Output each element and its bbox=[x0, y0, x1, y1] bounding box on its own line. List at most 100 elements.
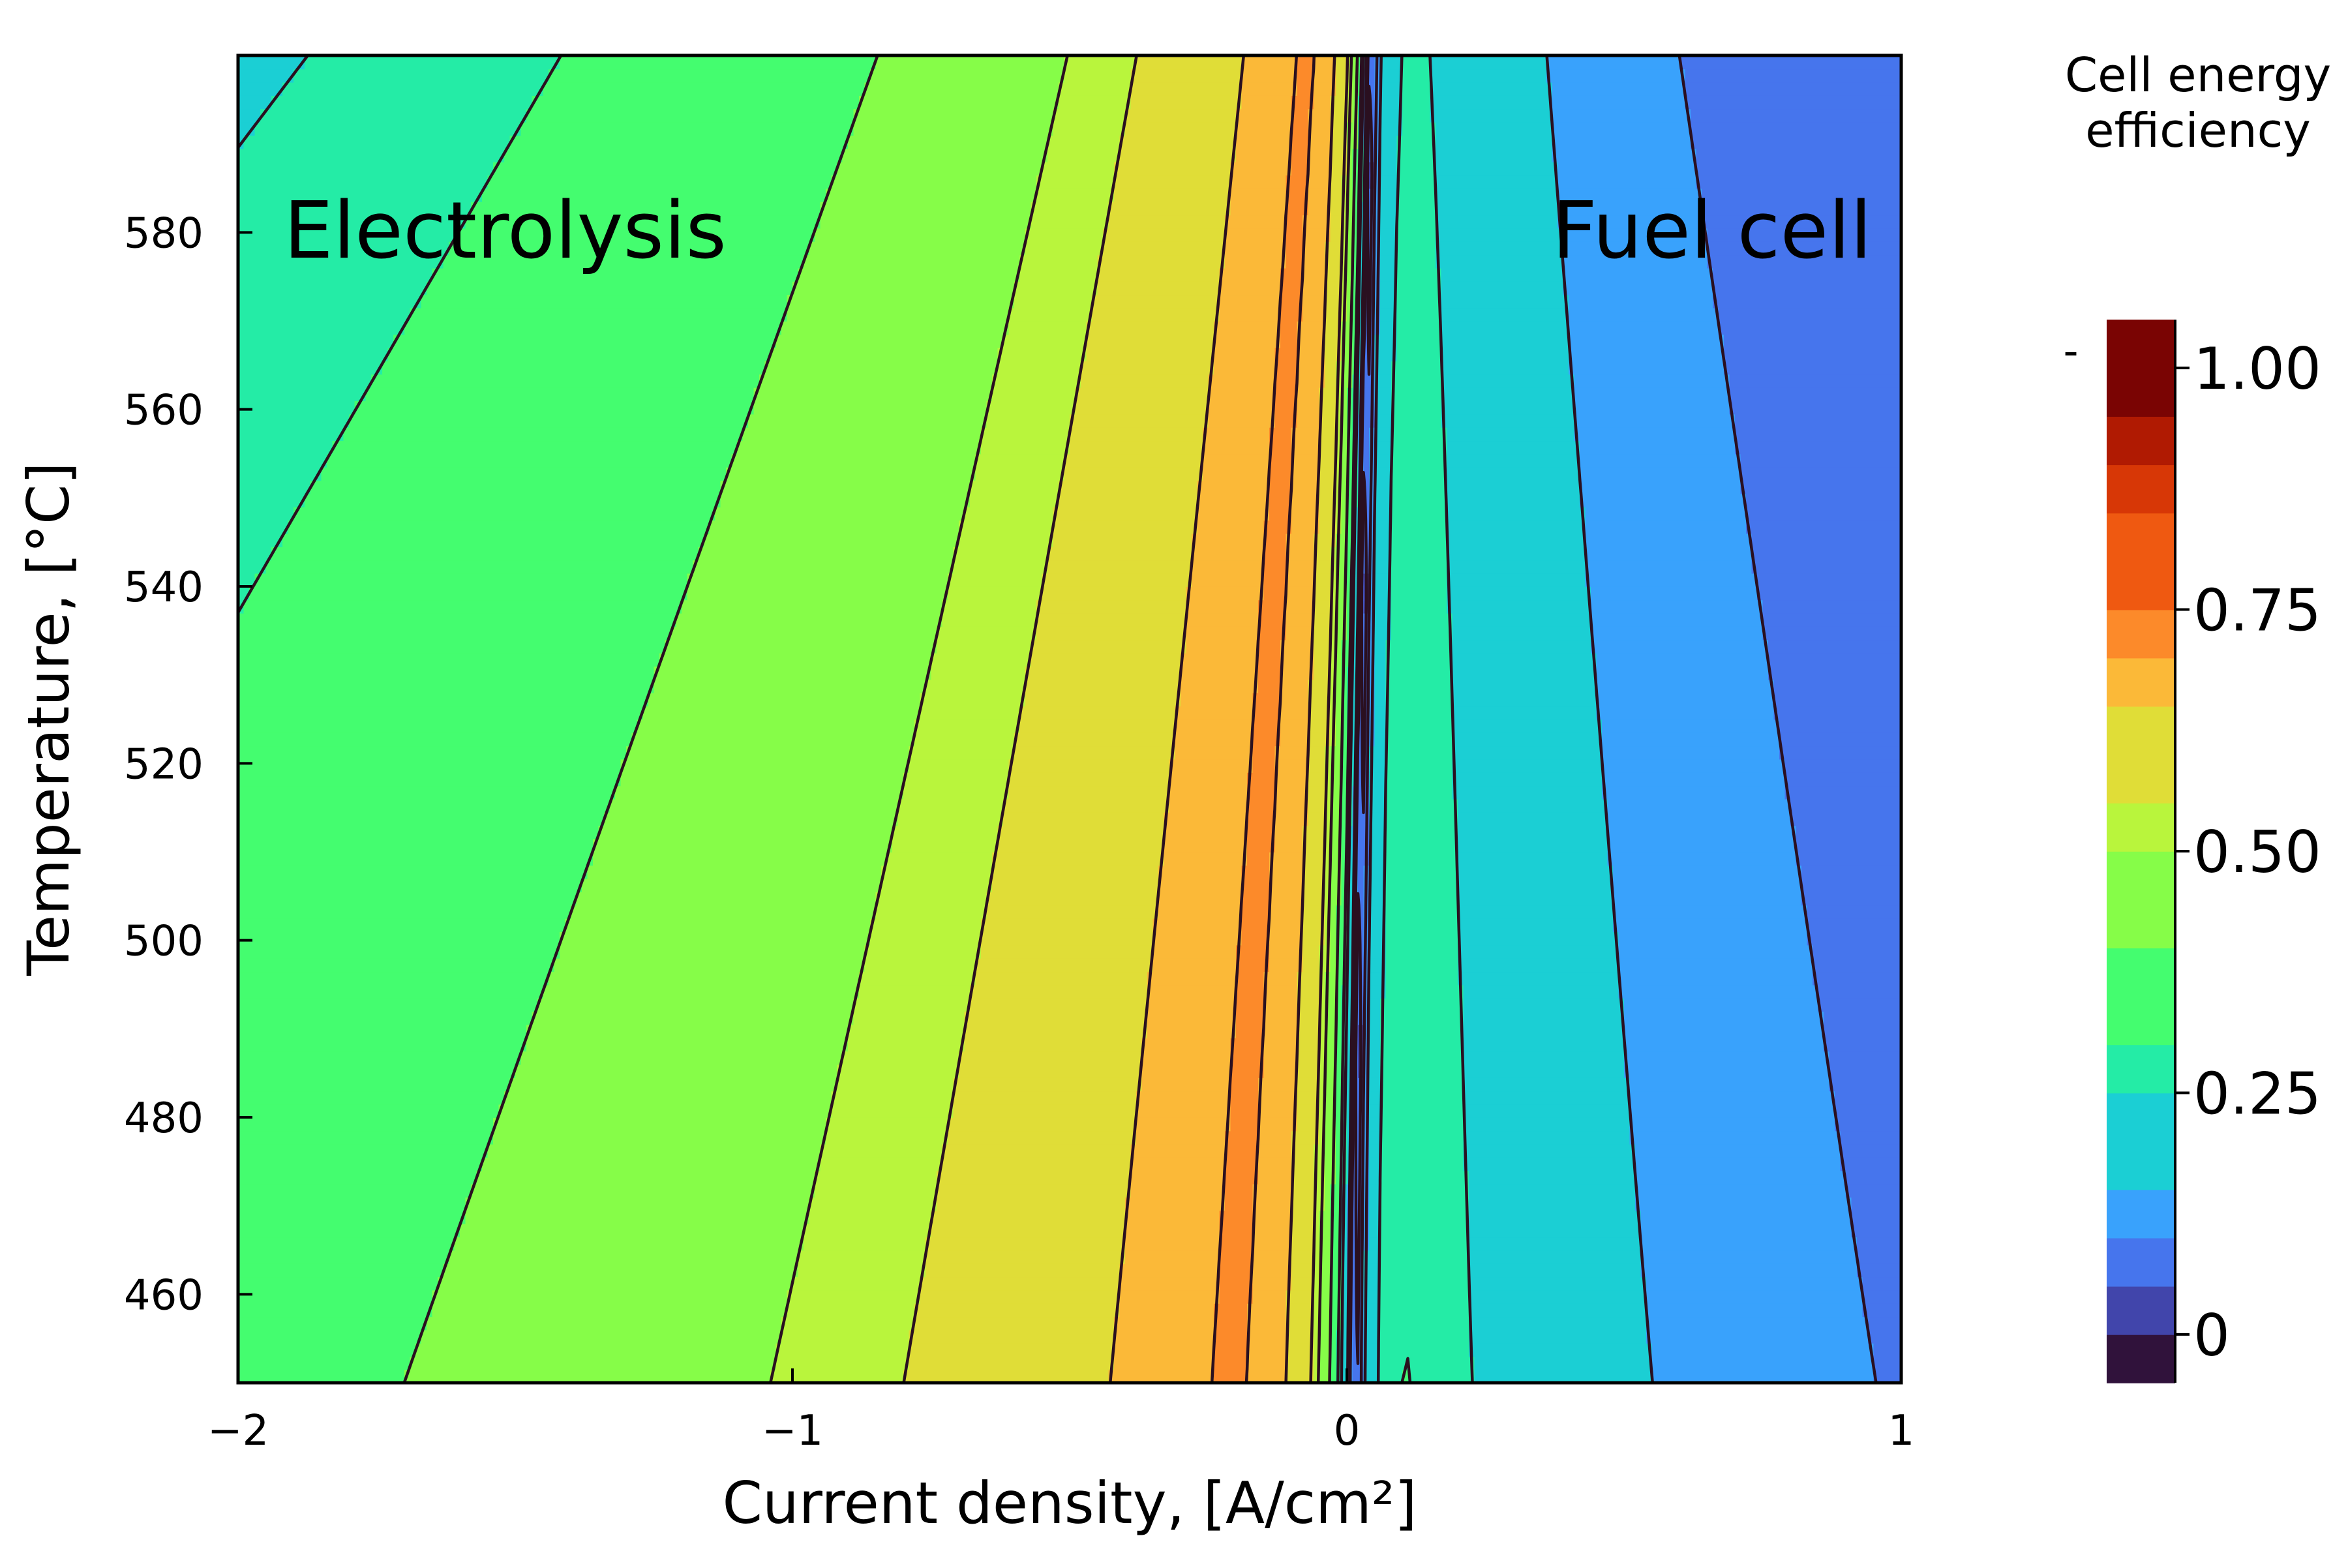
field-cell bbox=[1463, 1037, 1625, 1052]
field-cell bbox=[1203, 466, 1270, 481]
field-cell bbox=[1363, 984, 1370, 999]
field-cell bbox=[1114, 1316, 1214, 1331]
field-cell bbox=[964, 506, 1054, 521]
field-cell bbox=[1452, 639, 1591, 654]
field-cell bbox=[631, 732, 915, 747]
field-cell bbox=[1297, 1091, 1320, 1105]
field-cell bbox=[1436, 148, 1553, 162]
field-cell bbox=[1341, 852, 1347, 866]
field-cell bbox=[1125, 1197, 1226, 1211]
field-cell bbox=[1391, 520, 1447, 534]
field-cell bbox=[254, 573, 688, 587]
field-cell bbox=[465, 215, 821, 229]
field-cell bbox=[1314, 546, 1331, 561]
field-cell bbox=[1330, 1329, 1336, 1344]
field-cell bbox=[1447, 427, 1575, 442]
field-cell bbox=[1868, 1329, 1901, 1344]
field-cell bbox=[1352, 280, 1359, 295]
field-cell bbox=[1197, 506, 1270, 521]
field-cell bbox=[1241, 68, 1298, 83]
field-cell bbox=[804, 1223, 932, 1238]
field-cell bbox=[1452, 652, 1597, 667]
field-cell bbox=[1291, 440, 1320, 455]
field-cell bbox=[648, 692, 921, 707]
field-cell bbox=[1396, 254, 1436, 269]
field-cell bbox=[1314, 68, 1336, 83]
field-cell bbox=[1247, 785, 1276, 800]
field-cell bbox=[1269, 427, 1292, 442]
field-cell bbox=[1258, 1130, 1292, 1145]
field-cell bbox=[238, 892, 577, 906]
field-cell bbox=[1369, 1011, 1381, 1025]
field-cell bbox=[1380, 175, 1398, 189]
field-cell bbox=[1640, 1223, 1852, 1238]
field-cell bbox=[1302, 892, 1325, 906]
field-cell bbox=[1385, 892, 1458, 906]
field-cell bbox=[1813, 944, 1901, 959]
field-cell bbox=[1347, 175, 1353, 189]
field-cell bbox=[1352, 652, 1359, 667]
field-cell bbox=[238, 533, 283, 547]
field-cell bbox=[1347, 480, 1353, 494]
field-cell bbox=[1452, 772, 1603, 787]
field-cell bbox=[509, 1077, 837, 1092]
field-cell bbox=[1369, 546, 1376, 561]
field-cell bbox=[1336, 1077, 1342, 1092]
field-cell bbox=[1441, 400, 1575, 415]
field-cell bbox=[1147, 1011, 1237, 1025]
field-cell bbox=[1396, 294, 1442, 309]
field-cell bbox=[1607, 811, 1791, 826]
field-cell bbox=[926, 1250, 1126, 1264]
field-cell bbox=[1269, 905, 1303, 919]
field-cell bbox=[609, 798, 899, 813]
field-cell bbox=[1125, 1210, 1220, 1224]
field-cell bbox=[1374, 374, 1392, 388]
field-cell bbox=[1347, 520, 1353, 534]
field-cell bbox=[1208, 374, 1276, 388]
field-cell bbox=[1114, 175, 1231, 189]
field-cell bbox=[421, 1329, 782, 1344]
field-cell bbox=[1391, 560, 1447, 574]
field-cell bbox=[238, 573, 256, 587]
field-cell bbox=[1441, 334, 1569, 348]
field-cell bbox=[1036, 175, 1115, 189]
field-cell bbox=[1025, 228, 1104, 242]
field-cell bbox=[1008, 307, 1092, 322]
field-cell bbox=[1469, 1210, 1642, 1224]
field-cell bbox=[1369, 55, 1376, 70]
field-cell bbox=[1047, 148, 1121, 162]
field-cell bbox=[1374, 480, 1392, 494]
field-cell bbox=[1463, 1077, 1631, 1092]
field-cell bbox=[1164, 838, 1248, 852]
field-cell bbox=[1380, 1011, 1464, 1025]
field-cell bbox=[1857, 1250, 1901, 1264]
field-cell bbox=[1336, 692, 1342, 707]
field-cell bbox=[1336, 1051, 1342, 1065]
field-cell bbox=[1314, 626, 1331, 641]
field-cell bbox=[1474, 1356, 1653, 1370]
colorbar-level bbox=[2107, 1237, 2175, 1287]
field-cell bbox=[482, 188, 826, 202]
field-cell bbox=[642, 706, 921, 720]
field-cell bbox=[1136, 1117, 1231, 1132]
field-cell bbox=[1325, 241, 1342, 256]
field-cell bbox=[1374, 334, 1398, 348]
field-cell bbox=[1369, 905, 1387, 919]
field-cell bbox=[970, 997, 1148, 1012]
field-cell bbox=[1363, 1289, 1381, 1304]
field-cell bbox=[1175, 746, 1254, 760]
field-cell bbox=[1702, 215, 1901, 229]
field-cell bbox=[1247, 798, 1276, 813]
field-cell bbox=[1374, 188, 1381, 202]
field-cell bbox=[1347, 560, 1353, 574]
field-cell bbox=[1851, 1197, 1901, 1211]
field-cell bbox=[620, 759, 910, 773]
field-cell bbox=[1252, 1250, 1292, 1264]
field-cell bbox=[1214, 1303, 1248, 1318]
field-cell bbox=[1441, 374, 1575, 388]
field-cell bbox=[1441, 347, 1569, 361]
field-cell bbox=[1358, 892, 1364, 906]
field-cell bbox=[1591, 612, 1764, 627]
field-cell bbox=[1330, 201, 1342, 216]
field-cell bbox=[720, 480, 971, 494]
